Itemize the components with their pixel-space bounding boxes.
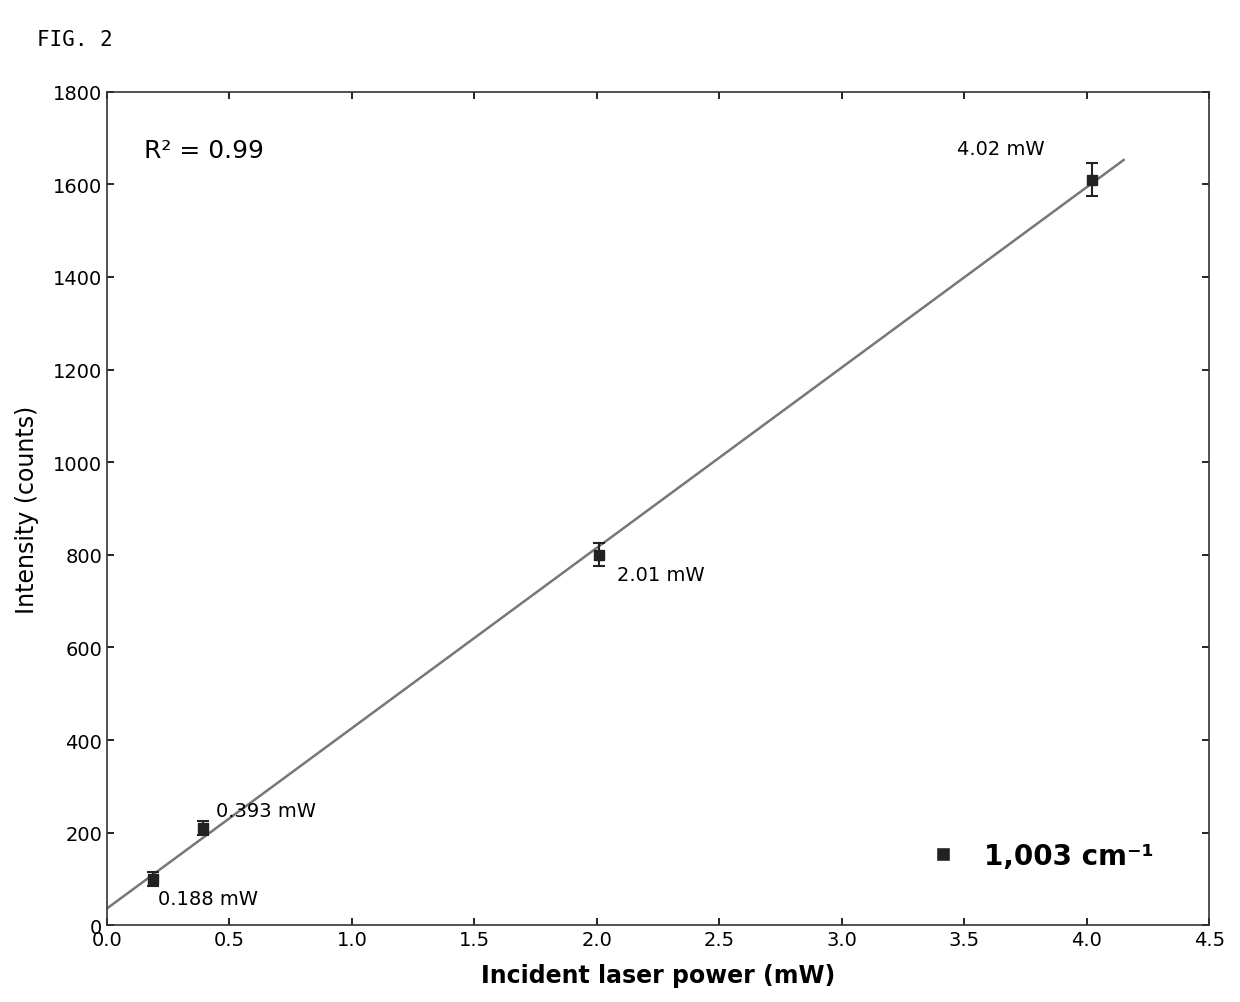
Text: 0.393 mW: 0.393 mW [216,802,315,821]
Legend: 1,003 cm⁻¹: 1,003 cm⁻¹ [873,801,1195,912]
Y-axis label: Intensity (counts): Intensity (counts) [15,405,38,613]
Text: 0.188 mW: 0.188 mW [157,890,258,909]
Text: 4.02 mW: 4.02 mW [957,140,1045,159]
X-axis label: Incident laser power (mW): Incident laser power (mW) [481,963,836,987]
Text: FIG. 2: FIG. 2 [37,30,113,50]
Text: 2.01 mW: 2.01 mW [616,566,704,585]
Text: R² = 0.99: R² = 0.99 [144,138,264,162]
